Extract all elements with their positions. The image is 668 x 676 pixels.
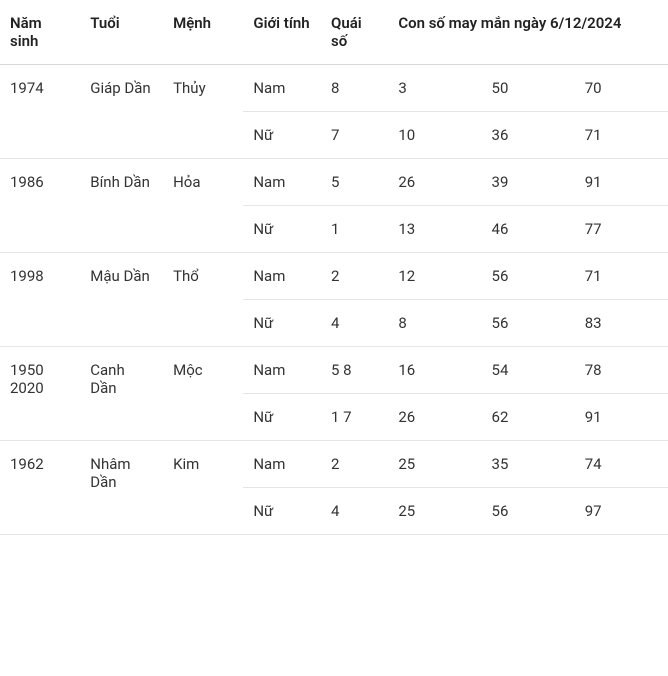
cell-num-3: 91 bbox=[575, 159, 668, 206]
cell-num-1: 26 bbox=[388, 394, 481, 441]
cell-num-3: 74 bbox=[575, 441, 668, 488]
cell-quai-so: 5 bbox=[321, 159, 388, 206]
cell-tuoi: Giáp Dần bbox=[80, 65, 163, 159]
cell-gioi-tinh: Nam bbox=[243, 253, 321, 300]
cell-quai-so: 2 bbox=[321, 441, 388, 488]
cell-quai-so: 4 bbox=[321, 300, 388, 347]
cell-num-2: 56 bbox=[482, 300, 575, 347]
cell-tuoi: Mậu Dần bbox=[80, 253, 163, 347]
cell-nam-sinh: 1998 bbox=[0, 253, 80, 347]
cell-num-1: 25 bbox=[388, 441, 481, 488]
header-menh: Mệnh bbox=[163, 0, 243, 65]
cell-num-2: 56 bbox=[482, 488, 575, 535]
table-row: 1998Mậu DầnThổNam2125671 bbox=[0, 253, 668, 300]
table-row: 1986Bính DầnHỏaNam5263991 bbox=[0, 159, 668, 206]
cell-nam-sinh: 1986 bbox=[0, 159, 80, 253]
cell-tuoi: Canh Dần bbox=[80, 347, 163, 441]
header-tuoi: Tuổi bbox=[80, 0, 163, 65]
cell-num-1: 8 bbox=[388, 300, 481, 347]
header-gioi-tinh: Giới tính bbox=[243, 0, 321, 65]
cell-tuoi: Nhâm Dần bbox=[80, 441, 163, 535]
table-header-row: Năm sinh Tuổi Mệnh Giới tính Quái số Con… bbox=[0, 0, 668, 65]
header-quai-so: Quái số bbox=[321, 0, 388, 65]
cell-gioi-tinh: Nam bbox=[243, 441, 321, 488]
cell-num-3: 71 bbox=[575, 112, 668, 159]
cell-menh: Kim bbox=[163, 441, 243, 535]
cell-num-1: 3 bbox=[388, 65, 481, 112]
cell-quai-so: 5 8 bbox=[321, 347, 388, 394]
cell-quai-so: 2 bbox=[321, 253, 388, 300]
cell-num-2: 36 bbox=[482, 112, 575, 159]
cell-nam-sinh: 1974 bbox=[0, 65, 80, 159]
table-row: 1950 2020Canh DầnMộcNam5 8165478 bbox=[0, 347, 668, 394]
cell-quai-so: 7 bbox=[321, 112, 388, 159]
cell-gioi-tinh: Nữ bbox=[243, 112, 321, 159]
cell-num-2: 39 bbox=[482, 159, 575, 206]
cell-num-2: 62 bbox=[482, 394, 575, 441]
cell-num-2: 46 bbox=[482, 206, 575, 253]
cell-gioi-tinh: Nữ bbox=[243, 488, 321, 535]
cell-tuoi: Bính Dần bbox=[80, 159, 163, 253]
cell-num-3: 83 bbox=[575, 300, 668, 347]
cell-quai-so: 1 bbox=[321, 206, 388, 253]
cell-num-3: 70 bbox=[575, 65, 668, 112]
cell-num-3: 77 bbox=[575, 206, 668, 253]
cell-menh: Thủy bbox=[163, 65, 243, 159]
cell-num-3: 91 bbox=[575, 394, 668, 441]
cell-quai-so: 1 7 bbox=[321, 394, 388, 441]
lucky-numbers-table: Năm sinh Tuổi Mệnh Giới tính Quái số Con… bbox=[0, 0, 668, 535]
cell-num-1: 26 bbox=[388, 159, 481, 206]
cell-num-3: 71 bbox=[575, 253, 668, 300]
cell-menh: Thổ bbox=[163, 253, 243, 347]
cell-num-2: 56 bbox=[482, 253, 575, 300]
cell-quai-so: 4 bbox=[321, 488, 388, 535]
cell-num-2: 54 bbox=[482, 347, 575, 394]
cell-gioi-tinh: Nam bbox=[243, 159, 321, 206]
cell-nam-sinh: 1962 bbox=[0, 441, 80, 535]
cell-num-2: 35 bbox=[482, 441, 575, 488]
cell-gioi-tinh: Nữ bbox=[243, 394, 321, 441]
cell-num-1: 16 bbox=[388, 347, 481, 394]
header-con-so: Con số may mắn ngày 6/12/2024 bbox=[388, 0, 668, 65]
cell-gioi-tinh: Nữ bbox=[243, 300, 321, 347]
cell-nam-sinh: 1950 2020 bbox=[0, 347, 80, 441]
cell-num-1: 25 bbox=[388, 488, 481, 535]
cell-gioi-tinh: Nữ bbox=[243, 206, 321, 253]
cell-gioi-tinh: Nam bbox=[243, 347, 321, 394]
cell-num-3: 78 bbox=[575, 347, 668, 394]
cell-gioi-tinh: Nam bbox=[243, 65, 321, 112]
cell-num-1: 10 bbox=[388, 112, 481, 159]
header-nam-sinh: Năm sinh bbox=[0, 0, 80, 65]
table-row: 1962Nhâm DầnKimNam2253574 bbox=[0, 441, 668, 488]
cell-num-1: 12 bbox=[388, 253, 481, 300]
cell-num-2: 50 bbox=[482, 65, 575, 112]
cell-menh: Mộc bbox=[163, 347, 243, 441]
cell-quai-so: 8 bbox=[321, 65, 388, 112]
cell-num-1: 13 bbox=[388, 206, 481, 253]
cell-num-3: 97 bbox=[575, 488, 668, 535]
cell-menh: Hỏa bbox=[163, 159, 243, 253]
table-row: 1974Giáp DầnThủyNam835070 bbox=[0, 65, 668, 112]
